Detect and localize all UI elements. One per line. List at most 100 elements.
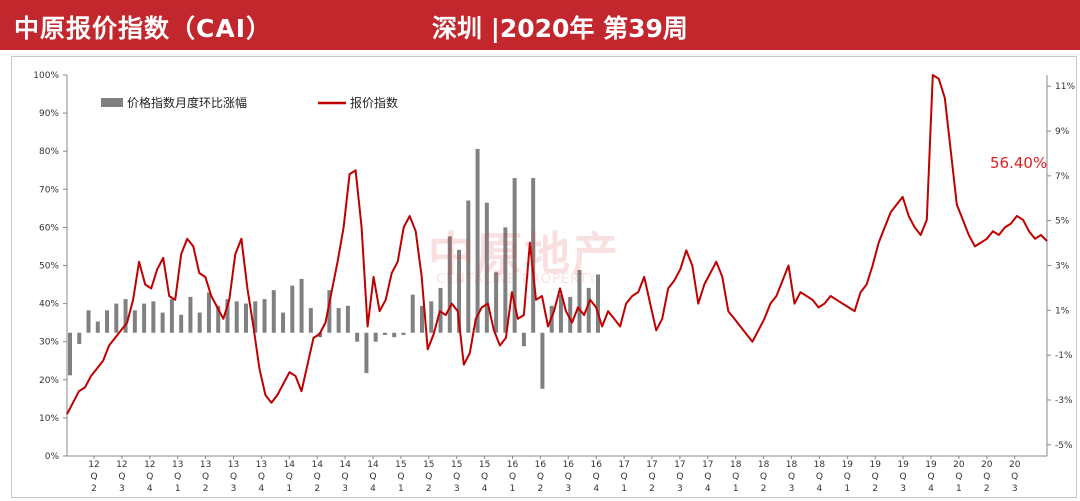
bar [364, 332, 369, 374]
x-tick-label: 19 [842, 460, 854, 470]
bar [151, 301, 156, 333]
bar [494, 272, 499, 333]
x-tick-label: Q [314, 472, 321, 482]
x-tick-label: 1 [398, 484, 404, 494]
x-tick-label: 20 [981, 460, 993, 470]
bar [392, 332, 397, 338]
left-tick-label: 30% [39, 338, 59, 348]
x-tick-label: 2 [91, 484, 97, 494]
x-tick-label: 1 [286, 484, 292, 494]
x-tick-label: 3 [900, 484, 906, 494]
x-tick-label: 20 [1009, 460, 1021, 470]
x-tick-label: Q [174, 472, 181, 482]
x-tick-label: Q [900, 472, 907, 482]
x-tick-label: Q [955, 472, 962, 482]
x-tick-label: 2 [314, 484, 320, 494]
right-tick-label: 5% [1055, 217, 1070, 227]
x-tick-label: 17 [702, 460, 713, 470]
x-tick-label: 2 [984, 484, 990, 494]
x-tick-label: Q [927, 472, 934, 482]
bar [216, 305, 221, 333]
bar [484, 202, 489, 333]
bar [179, 314, 184, 333]
bar [114, 303, 119, 333]
x-tick-label: 2 [538, 484, 544, 494]
x-tick-label: Q [397, 472, 404, 482]
bar [105, 310, 110, 333]
x-tick-label: 1 [510, 484, 516, 494]
x-tick-label: 19 [925, 460, 937, 470]
left-tick-label: 20% [39, 376, 59, 386]
x-tick-label: Q [704, 472, 711, 482]
x-tick-label: 16 [535, 460, 547, 470]
x-tick-label: 3 [454, 484, 460, 494]
x-tick-label: 1 [175, 484, 181, 494]
x-tick-label: 17 [674, 460, 685, 470]
x-tick-label: 19 [897, 460, 909, 470]
x-tick-label: 4 [705, 484, 711, 494]
left-tick-label: 0% [45, 452, 60, 462]
bar [382, 332, 387, 335]
x-tick-label: Q [118, 472, 125, 482]
x-tick-label: 2 [203, 484, 209, 494]
bar [586, 287, 591, 333]
left-tick-label: 60% [39, 223, 59, 233]
x-tick-label: 18 [758, 460, 770, 470]
x-tick-label: Q [621, 472, 628, 482]
x-tick-label: Q [648, 472, 655, 482]
x-tick-label: 4 [593, 484, 599, 494]
right-tick-label: -1% [1055, 351, 1073, 361]
x-tick-label: 16 [590, 460, 602, 470]
bar [308, 308, 313, 333]
bar [197, 312, 202, 333]
right-tick-label: 7% [1055, 172, 1070, 182]
x-tick-label: 13 [172, 460, 183, 470]
x-tick-label: 18 [730, 460, 742, 470]
left-tick-label: 90% [39, 109, 59, 119]
x-tick-label: 3 [677, 484, 683, 494]
bar [327, 290, 332, 333]
x-tick-label: Q [146, 472, 153, 482]
x-tick-label: 14 [284, 460, 296, 470]
x-tick-label: 2 [872, 484, 878, 494]
bar [123, 299, 128, 333]
legend-swatch-bars [101, 98, 123, 107]
bar [244, 303, 248, 333]
annotation-latest-value: 56.40% [990, 154, 1047, 172]
x-tick-label: 14 [311, 460, 323, 470]
x-tick-label: Q [342, 472, 349, 482]
bar [475, 148, 480, 333]
bar [206, 292, 211, 333]
right-tick-label: -5% [1055, 441, 1073, 451]
x-tick-label: 3 [1012, 484, 1018, 494]
bar [512, 178, 517, 333]
x-tick-label: 12 [88, 460, 99, 470]
x-tick-label: 4 [482, 484, 488, 494]
bar [521, 332, 526, 347]
bar [77, 332, 82, 344]
bar [262, 299, 267, 333]
x-tick-label: Q [844, 472, 851, 482]
x-tick-label: 1 [844, 484, 850, 494]
bar [531, 178, 536, 333]
x-tick-label: 3 [565, 484, 571, 494]
right-tick-label: 9% [1055, 127, 1070, 137]
x-tick-label: 3 [231, 484, 237, 494]
bar [336, 308, 341, 333]
x-tick-label: Q [481, 472, 488, 482]
x-tick-label: 19 [869, 460, 881, 470]
x-tick-label: 1 [956, 484, 962, 494]
series-line [66, 74, 1048, 415]
x-tick-label: Q [816, 472, 823, 482]
x-tick-label: 17 [646, 460, 657, 470]
bar [68, 332, 72, 376]
bar [577, 269, 582, 333]
x-tick-label: Q [537, 472, 544, 482]
x-tick-label: 13 [256, 460, 267, 470]
bar [132, 310, 137, 333]
x-tick-label: 15 [423, 460, 434, 470]
x-tick-label: Q [286, 472, 293, 482]
bar [253, 301, 258, 333]
x-tick-label: 13 [200, 460, 211, 470]
